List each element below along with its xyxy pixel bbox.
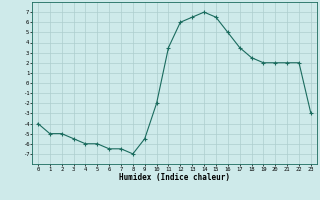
X-axis label: Humidex (Indice chaleur): Humidex (Indice chaleur) — [119, 173, 230, 182]
